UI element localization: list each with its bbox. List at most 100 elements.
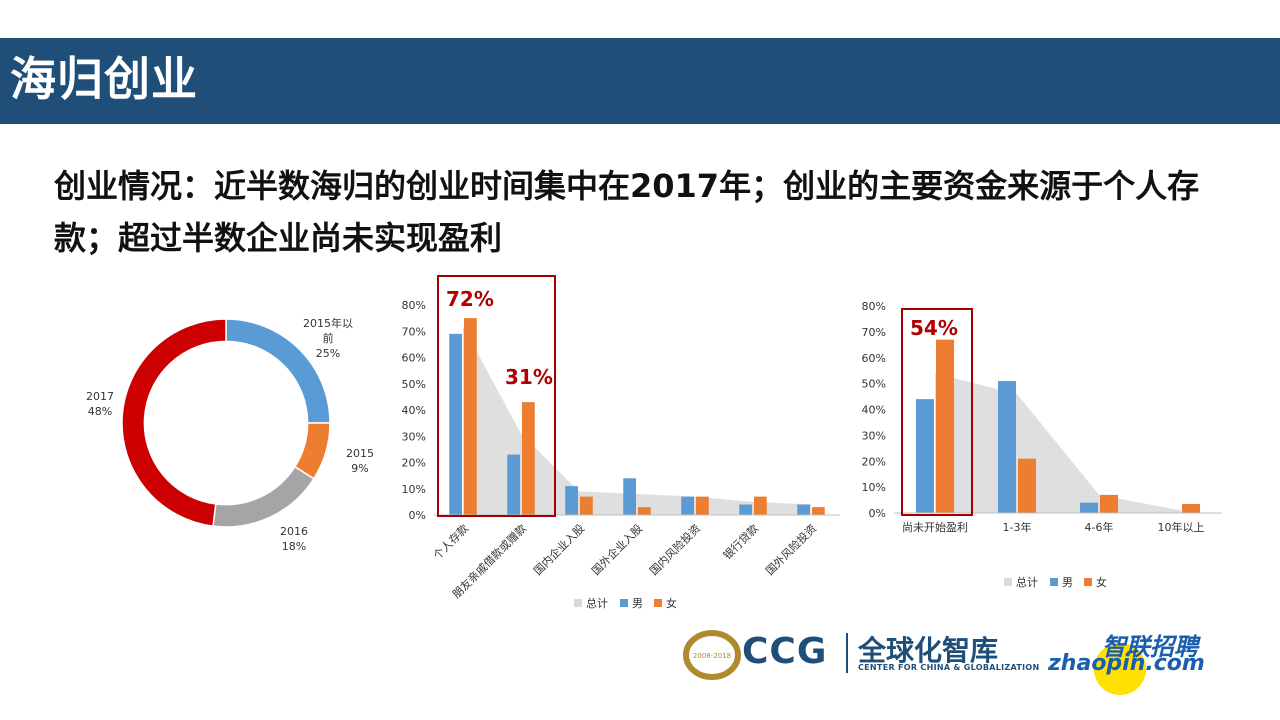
legend-label: 总计 xyxy=(586,596,608,610)
y-tick-label: 20% xyxy=(402,457,426,470)
y-tick-label: 40% xyxy=(862,404,886,417)
zhaopin-logo-circle xyxy=(1094,643,1146,695)
zhaopin-english-name: zhaopin.com xyxy=(1048,651,1205,676)
bar-男-1 xyxy=(507,454,520,515)
legend-swatch-总计 xyxy=(1004,578,1012,586)
bar-女-0 xyxy=(936,339,955,513)
logo-divider xyxy=(846,633,848,673)
slide-subtitle: 创业情况：近半数海归的创业时间集中在2017年；创业的主要资金来源于个人存款；超… xyxy=(54,167,1200,257)
zhaopin-chinese-name: 智联招聘 xyxy=(1102,633,1198,661)
bar-男-6 xyxy=(797,504,810,515)
legend-label: 女 xyxy=(666,596,677,610)
y-tick-label: 50% xyxy=(862,378,886,391)
legend-swatch-总计 xyxy=(574,599,582,607)
legend-label: 男 xyxy=(1062,576,1073,589)
profit-bar-chart: 0% 10% 20% 30% 40% 50% 60% 70% 80% 尚未开始盈利 1-3年 4-6年… xyxy=(862,300,1222,589)
legend-swatch-女 xyxy=(1084,578,1092,586)
bar-男-3 xyxy=(623,478,636,515)
legend-swatch-男 xyxy=(620,599,628,607)
logo-area: 2008-2018 CCG 全球化智库 CENTER FOR CHINA & G… xyxy=(680,625,1205,705)
x-tick-label: 尚未开始盈利 xyxy=(902,520,968,534)
donut-label-pct: 9% xyxy=(351,462,368,475)
bar-男-0 xyxy=(915,399,934,513)
legend-label: 总计 xyxy=(1016,575,1038,589)
y-tick-label: 30% xyxy=(402,430,426,443)
ccg-chinese-name: 全球化智库 xyxy=(858,634,999,667)
bar-男-5 xyxy=(739,504,752,515)
donut-slice-0 xyxy=(225,318,331,424)
legend-swatch-男 xyxy=(1050,578,1058,586)
highlight-box xyxy=(901,308,973,516)
bar-男-1 xyxy=(997,381,1016,513)
bar-女-1 xyxy=(1018,458,1037,513)
bar-女-6 xyxy=(812,507,825,515)
series-area-总计 xyxy=(463,326,811,515)
bar-女-2 xyxy=(1100,494,1119,513)
ccg-logo-text: CCG xyxy=(742,631,828,672)
y-tick-label: 40% xyxy=(402,404,426,417)
y-tick-label: 0% xyxy=(409,509,426,522)
bar-女-0 xyxy=(464,318,477,515)
donut-label-1: 2015 9% xyxy=(346,447,374,475)
bar-男-2 xyxy=(565,486,578,515)
bar-女-3 xyxy=(1182,503,1201,513)
x-tick-label: 个人存款 xyxy=(430,521,471,562)
ccg-anniversary-logo: 2008-2018 xyxy=(683,630,741,680)
bar-女-5 xyxy=(754,496,767,515)
funding-bar-chart: 0%10%20%30%40%50%60%70%80%个人存款朋友亲戚借款或赠款国… xyxy=(402,275,840,610)
legend-swatch-女 xyxy=(654,599,662,607)
x-tick-label: 国外风险投资 xyxy=(763,521,820,578)
y-tick-label: 10% xyxy=(402,483,426,496)
bar-女-3 xyxy=(638,507,651,515)
x-tick-label: 国内风险投资 xyxy=(647,521,704,578)
y-tick-label: 60% xyxy=(862,352,886,365)
bar-男-0 xyxy=(449,333,462,515)
x-tick-label: 4-6年 xyxy=(1085,520,1114,534)
donut-label-text: 2016 xyxy=(280,525,308,538)
ccg-badge-text: 2008-2018 xyxy=(693,652,731,660)
ccg-english-name: CENTER FOR CHINA & GLOBALIZATION xyxy=(858,663,1040,672)
donut-label-pct: 18% xyxy=(282,540,306,553)
series-area-总计 xyxy=(935,373,1181,513)
bar-女-4 xyxy=(696,496,709,515)
donut-slice-3 xyxy=(121,318,227,528)
highlight-label: 31% xyxy=(505,365,553,389)
highlight-label: 72% xyxy=(446,287,494,311)
y-tick-label: 50% xyxy=(402,378,426,391)
x-tick-label: 银行贷款 xyxy=(720,521,761,562)
donut-label-2: 2016 18% xyxy=(280,525,308,553)
y-tick-label: 60% xyxy=(402,352,426,365)
bar-男-2 xyxy=(1079,502,1098,513)
donut-slice-2 xyxy=(212,465,315,528)
donut-label-3: 2017 48% xyxy=(86,390,114,418)
header-bar xyxy=(0,38,1280,124)
page-title: 海归创业 xyxy=(10,52,198,106)
donut-label-pct: 48% xyxy=(88,405,112,418)
x-tick-label: 国内企业入股 xyxy=(531,521,588,578)
donut-label-text: 2015年以 xyxy=(303,316,353,330)
bar-女-2 xyxy=(580,496,593,515)
donut-label-text: 前 xyxy=(323,331,334,345)
x-tick-label: 国外企业入股 xyxy=(589,521,646,578)
y-tick-label: 20% xyxy=(862,455,886,468)
highlight-box xyxy=(437,275,556,517)
legend-label: 女 xyxy=(1096,575,1107,589)
y-tick-label: 30% xyxy=(862,429,886,442)
legend-label: 男 xyxy=(632,597,643,610)
y-tick-label: 70% xyxy=(862,326,886,339)
y-tick-label: 80% xyxy=(862,300,886,313)
y-tick-label: 0% xyxy=(869,507,886,520)
donut-label-text: 2017 xyxy=(86,390,114,403)
x-tick-label: 1-3年 xyxy=(1003,520,1032,534)
bar-男-4 xyxy=(681,496,694,515)
y-tick-label: 10% xyxy=(862,481,886,494)
x-tick-label: 10年以上 xyxy=(1158,520,1205,534)
y-tick-label: 70% xyxy=(402,325,426,338)
donut-label-text: 2015 xyxy=(346,447,374,460)
highlight-label: 54% xyxy=(910,316,958,340)
y-tick-label: 80% xyxy=(402,299,426,312)
bar-女-1 xyxy=(522,402,535,515)
donut-label-pct: 25% xyxy=(316,347,340,360)
